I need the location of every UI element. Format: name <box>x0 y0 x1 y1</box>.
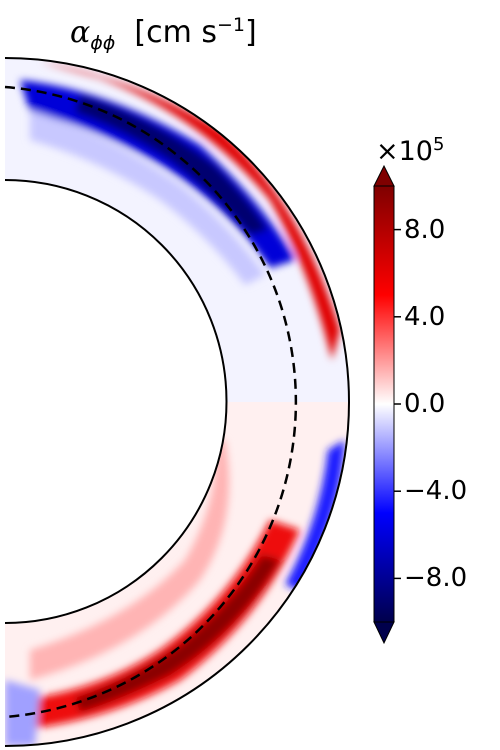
field-blob-north-positive <box>40 62 340 360</box>
field-blob-south-positive-pale <box>30 440 230 680</box>
title-subscript: ϕϕ <box>90 32 116 54</box>
title-symbol: α <box>70 15 91 50</box>
colorbar-extend-min <box>373 621 395 645</box>
plot-title: αϕϕ [cm s−1] <box>70 14 257 54</box>
colorbar-multiplier-exponent: 5 <box>432 134 445 155</box>
field-blob-south-positive <box>20 520 300 730</box>
field-blob-north-negative-core <box>75 95 268 235</box>
colorbar-tick-label: −8.0 <box>404 563 468 594</box>
colorbar-tick-label: 8.0 <box>404 214 446 245</box>
inner-boundary <box>4 179 228 624</box>
colorbar-tick-label: 4.0 <box>404 301 446 332</box>
field-blob-south-negative <box>285 440 345 590</box>
colorbar-multiplier-base: ×10 <box>376 136 433 167</box>
colorbar-body <box>373 185 395 623</box>
field-blob-north-negative <box>20 80 295 268</box>
title-units-exponent: −1 <box>217 14 246 36</box>
colorbar-tick-label: −4.0 <box>404 476 468 507</box>
dashed-contour <box>4 85 298 719</box>
colorbar <box>373 164 401 645</box>
colorbar-tick-label: 0.0 <box>404 389 446 419</box>
field-blob-north-positive-pale <box>30 110 265 285</box>
colorbar-multiplier: ×105 <box>376 134 444 167</box>
title-units: [cm s <box>134 15 218 50</box>
colorbar-extend-max <box>373 164 395 187</box>
title-units-close: ] <box>245 15 257 50</box>
shell-field <box>5 58 349 746</box>
outer-boundary <box>4 57 350 747</box>
field-blob-south-pole <box>5 680 40 746</box>
